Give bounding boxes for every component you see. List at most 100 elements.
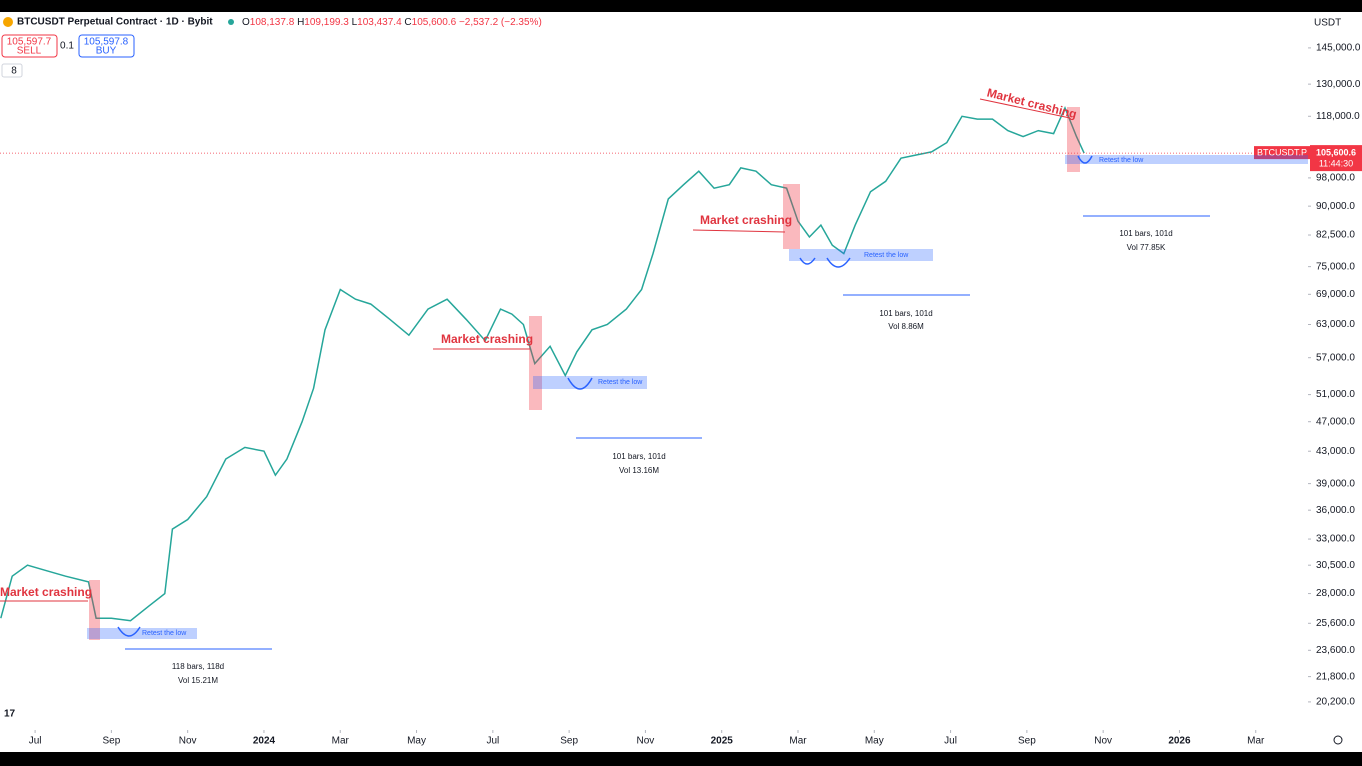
y-tick-label: 57,000.0 xyxy=(1316,352,1355,363)
buy-button[interactable] xyxy=(78,34,135,58)
ohlc-value: 103,437.4 xyxy=(357,17,402,28)
price-axis xyxy=(1310,12,1362,752)
crash-zone xyxy=(1067,107,1080,172)
measure-label: 118 bars, 118d xyxy=(172,662,224,671)
retest-arc xyxy=(117,626,141,637)
retest-zone xyxy=(789,249,933,261)
plot: 145,000.0 130,000.0 118,000.0 98,000.0 90,00… xyxy=(0,12,1362,752)
arrow xyxy=(979,98,1071,119)
x-tick-label: Nov xyxy=(637,736,655,747)
ohlc-value: 105,600.6 xyxy=(412,17,457,28)
settings-icon[interactable] xyxy=(1333,735,1343,745)
logo: 17 xyxy=(4,709,16,720)
symbol-icon xyxy=(3,17,13,27)
ohlc-key: C xyxy=(404,17,411,28)
y-tick-label: 30,500.0 xyxy=(1316,560,1355,571)
retest-arc xyxy=(799,257,851,268)
annotation: Market crashing xyxy=(700,213,792,227)
x-tick-label: Mar xyxy=(332,736,350,747)
x-tick-label: Mar xyxy=(1247,736,1265,747)
ohlc-key: O xyxy=(242,17,250,28)
y-tick-label: 145,000.0 xyxy=(1316,43,1361,54)
x-tick-label: May xyxy=(407,736,426,747)
currency[interactable]: USDT xyxy=(1314,18,1341,29)
x-tick-label: Jul xyxy=(944,736,957,747)
sell-price[interactable]: 105,597.7 xyxy=(7,37,52,48)
y-tick-label: 33,000.0 xyxy=(1316,534,1355,545)
crash-zone xyxy=(89,580,100,640)
last-price-label: 105,600.6 xyxy=(1316,147,1356,157)
annotation: Market crashing xyxy=(441,332,533,346)
ohlc-change: −2,537.2 (−2.35%) xyxy=(459,17,542,28)
price-line xyxy=(0,105,1085,622)
x-tick-label: 2024 xyxy=(253,736,276,747)
crash-zone xyxy=(783,184,800,249)
ohlc-value: 108,137.8 xyxy=(250,17,295,28)
annotation: Retest the low xyxy=(1099,157,1144,164)
x-tick-label: Sep xyxy=(1018,736,1036,747)
crash-zone xyxy=(529,316,542,410)
arrow xyxy=(692,229,786,233)
header: BTCUSDT Perpetual Contract · 1D · Bybit … xyxy=(1,17,1343,745)
retest-zone xyxy=(87,628,197,639)
measure-label: Vol 8.86M xyxy=(888,322,924,331)
measure-label: 101 bars, 101d xyxy=(1119,229,1172,238)
sell-button[interactable] xyxy=(1,34,58,58)
x-tick-label: Nov xyxy=(179,736,197,747)
retest-zone xyxy=(1065,155,1308,164)
y-tick-label: 118,000.0 xyxy=(1316,111,1360,122)
y-tick-label: 39,000.0 xyxy=(1316,478,1355,489)
spread: 0.1 xyxy=(60,41,74,52)
y-tick-label: 21,800.0 xyxy=(1316,671,1355,682)
y-tick-label: 43,000.0 xyxy=(1316,446,1355,457)
indicators-toggle[interactable] xyxy=(1,63,23,78)
symbol-tag-label: BTCUSDT.P xyxy=(1257,147,1307,157)
ohlc-key: L xyxy=(352,17,358,28)
y-tick-label: 28,000.0 xyxy=(1316,588,1355,599)
x-tick-label: Mar xyxy=(789,736,807,747)
sell-label[interactable]: SELL xyxy=(17,46,42,57)
x-tick-label: 2026 xyxy=(1168,736,1191,747)
y-tick-label: 25,600.0 xyxy=(1316,618,1355,629)
ohlc-key: H xyxy=(297,17,304,28)
x-tick-label: Sep xyxy=(560,736,578,747)
buy-price[interactable]: 105,597.8 xyxy=(84,37,129,48)
chart-background xyxy=(0,12,1362,752)
retest-arc xyxy=(567,377,593,390)
symbol-tag xyxy=(1254,146,1310,160)
y-tick-label: 23,600.0 xyxy=(1316,645,1355,656)
y-tick-label: 36,000.0 xyxy=(1316,505,1355,516)
y-tick-label: 90,000.0 xyxy=(1316,201,1355,212)
measure-label: Vol 77.85K xyxy=(1127,243,1166,252)
y-tick-label: 63,000.0 xyxy=(1316,319,1355,330)
annotation: Market crashing xyxy=(0,585,92,599)
countdown: 11:44:30 xyxy=(1319,158,1353,168)
buy-label[interactable]: BUY xyxy=(96,46,117,57)
y-tick-label: 20,200.0 xyxy=(1316,697,1355,708)
y-tick-label: 69,000.0 xyxy=(1316,289,1355,300)
measure-label: 101 bars, 101d xyxy=(612,452,665,461)
x-tick-label: May xyxy=(865,736,884,747)
x-tick-label: Jul xyxy=(29,736,42,747)
ohlc-value: 109,199.3 xyxy=(304,17,349,28)
symbol-title: BTCUSDT Perpetual Contract · 1D · Bybit xyxy=(17,17,213,28)
y-tick-label: 130,000.0 xyxy=(1316,79,1361,90)
y-tick-label: 51,000.0 xyxy=(1316,389,1355,400)
measure-label: 101 bars, 101d xyxy=(879,309,932,318)
retest-arc xyxy=(1077,155,1093,164)
x-tick-label: Sep xyxy=(102,736,120,747)
measure-label: Vol 13.16M xyxy=(619,466,659,475)
ohlc: O108,137.8 H109,199.3 L103,437.4 C105,60… xyxy=(242,17,542,28)
market-status xyxy=(228,19,234,25)
annotation: Retest the low xyxy=(598,379,643,386)
y-tick-label: 75,000.0 xyxy=(1316,261,1355,272)
x-tick-label: Jul xyxy=(486,736,499,747)
last-price-box xyxy=(1310,145,1362,172)
y-tick-label: 82,500.0 xyxy=(1316,230,1355,241)
indicators-count[interactable]: 8 xyxy=(11,66,17,77)
y-tick-label: 47,000.0 xyxy=(1316,416,1355,427)
x-tick-label: 2025 xyxy=(711,736,734,747)
measure-label: Vol 15.21M xyxy=(178,676,218,685)
annotation: Retest the low xyxy=(142,630,187,637)
